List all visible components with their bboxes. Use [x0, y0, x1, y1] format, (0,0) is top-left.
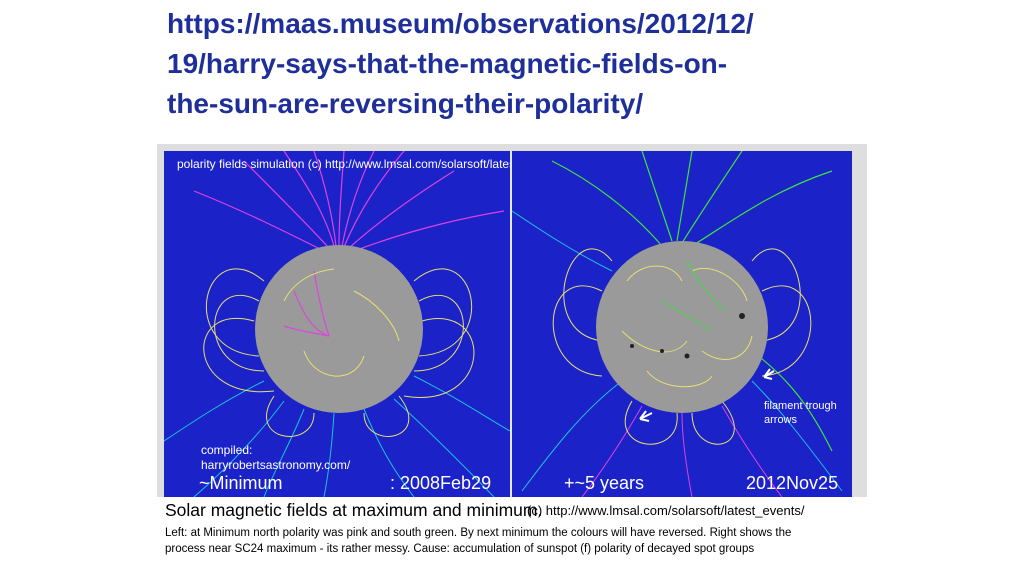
sun-disk-left [255, 245, 423, 413]
caption-credit: (c) http://www.lmsal.com/solarsoft/lates… [527, 503, 805, 518]
filament-annotation: filament trough arrows [764, 400, 837, 426]
right-date-label: 2012Nov25 [746, 473, 839, 493]
right-panel-field-lines [512, 151, 843, 497]
sun-disk-right [596, 241, 768, 413]
panel-divider [510, 151, 512, 497]
right-phase-label: +~5 years [564, 473, 645, 493]
left-phase-label: ~Minimum [199, 473, 283, 493]
figure-caption: Solar magnetic fields at maximum and min… [157, 497, 867, 568]
solar-magnetic-field-figure: polarity fields simulation (c) http://ww… [157, 144, 867, 568]
left-date-label: : 2008Feb29 [390, 473, 492, 493]
title-line-2: 19/harry-says-that-the-magnetic-fields-o… [167, 48, 728, 79]
figure-header: polarity fields simulation (c) http://ww… [177, 157, 510, 171]
caption-note-line-2: process near SC24 maximum - its rather m… [165, 543, 755, 555]
title-line-1: https://maas.museum/observations/2012/12… [167, 8, 754, 39]
compiled-source: harryrobertsastronomy.com/ [201, 458, 351, 472]
filament-arrow-icons [639, 368, 775, 422]
compiled-label: compiled: [201, 443, 253, 457]
caption-note-line-1: Left: at Minimum north polarity was pink… [165, 527, 792, 539]
slide-title: https://maas.museum/observations/2012/12… [167, 4, 907, 124]
right-panel-maximum: filament trough arrows +~5 years 2012Nov… [512, 151, 852, 497]
caption-title: Solar magnetic fields at maximum and min… [165, 500, 543, 520]
left-panel-field-lines [164, 151, 510, 497]
left-panel-minimum: polarity fields simulation (c) http://ww… [164, 151, 510, 497]
title-line-3: the-sun-are-reversing-their-polarity/ [167, 88, 644, 119]
